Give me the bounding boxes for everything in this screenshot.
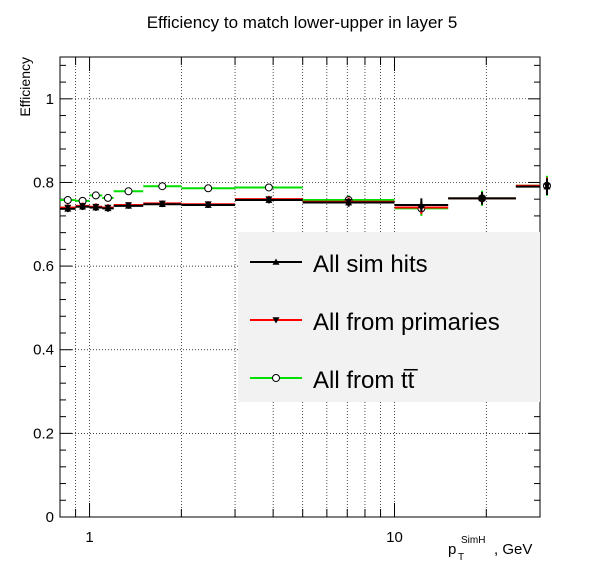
y-tick-label: 0.8 [33, 174, 54, 191]
marker-triangle-up [417, 201, 425, 208]
y-tick-label: 0.2 [33, 425, 54, 442]
chart-title: Efficiency to match lower-upper in layer… [147, 13, 458, 32]
marker-circle [264, 183, 273, 192]
marker-triangle-up [79, 203, 87, 210]
marker-triangle-up [158, 200, 166, 207]
marker-triangle-up [92, 204, 100, 211]
marker-triangle-up [345, 199, 353, 206]
marker-triangle-up [104, 204, 112, 212]
legend-label: All from primaries [313, 309, 500, 336]
x-axis-label-sub: T [458, 552, 464, 563]
marker-triangle-up [124, 202, 132, 209]
marker-circle [124, 187, 133, 196]
x-axis-label-unit: , GeV [494, 541, 532, 558]
legend-entry-1: All from primaries [250, 309, 500, 336]
marker-triangle-down [272, 317, 280, 324]
y-tick-label: 1 [46, 91, 54, 108]
marker-triangle-up [272, 258, 280, 265]
legend-entry-0: All sim hits [250, 251, 428, 278]
marker-circle [91, 191, 100, 200]
legend-box [238, 232, 540, 402]
marker-triangle-up [265, 196, 273, 203]
x-axis-label-main: p [448, 541, 456, 558]
x-axis-label: p T SimH , GeV [448, 535, 532, 563]
legend-label: All from tt̅ [313, 367, 418, 394]
marker-circle [103, 193, 112, 202]
series-layer [60, 175, 551, 216]
marker-triangle-up [478, 194, 486, 202]
marker-circle [158, 182, 167, 191]
x-axis-label-sup: SimH [461, 535, 485, 546]
y-tick-label: 0.6 [33, 258, 54, 275]
legend-label: All sim hits [313, 251, 428, 278]
marker-circle [204, 184, 213, 193]
x-tick-label: 10 [386, 529, 403, 546]
y-axis-label: Efficiency [17, 57, 33, 117]
y-tick-label: 0 [46, 509, 54, 526]
marker-circle [63, 196, 72, 205]
marker-triangle-up [543, 183, 551, 190]
x-tick-label: 1 [85, 529, 93, 546]
series-0 [60, 178, 551, 213]
legend: All sim hits All from primaries All from t… [238, 232, 540, 402]
legend-entry-2: All from tt̅ [250, 367, 418, 394]
y-tick-label: 0.4 [33, 342, 54, 359]
marker-triangle-up [64, 205, 72, 212]
marker-triangle-up [204, 201, 212, 208]
axes: 1 10 0 0.2 0.4 0.6 0.8 1 [33, 57, 540, 546]
marker-circle [272, 374, 280, 382]
